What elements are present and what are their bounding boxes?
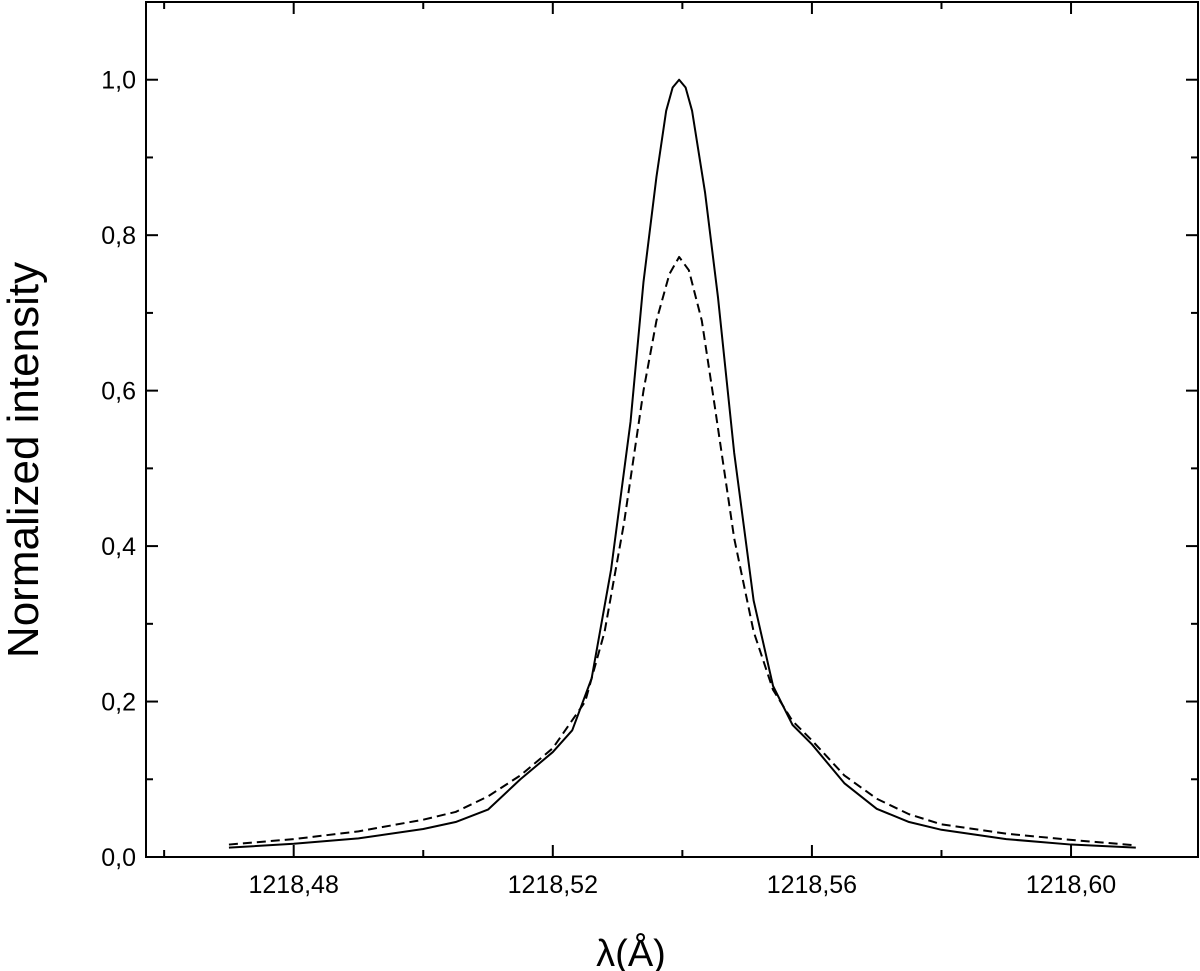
y-tick-label: 0,2	[101, 689, 136, 717]
series-line-2	[228, 255, 1136, 847]
y-axis-title: Normalized intensity	[0, 262, 48, 658]
axis-ticks	[146, 1, 1198, 858]
y-tick-label: 0,4	[101, 533, 136, 561]
y-tick-label: 1,0	[101, 67, 136, 95]
x-tick-label: 1218,52	[508, 871, 598, 899]
axis-tick-labels: 0,0 0,2 0,4 0,6 0,8 1,0 1218,48 1218,52 1218,56 1…	[101, 67, 1116, 899]
y-tick-label: 0,6	[101, 378, 136, 406]
x-tick-label: 1218,60	[1026, 871, 1116, 899]
series-line-1	[228, 78, 1136, 849]
x-axis-title: λ(Å)	[596, 931, 666, 971]
y-tick-label: 0,8	[101, 222, 136, 250]
plot-frame	[145, 1, 1199, 858]
x-tick-label: 1218,56	[767, 871, 857, 899]
plot-marks	[228, 78, 1136, 849]
x-tick-label: 1218,48	[249, 871, 339, 899]
y-tick-label: 0,0	[101, 844, 136, 872]
